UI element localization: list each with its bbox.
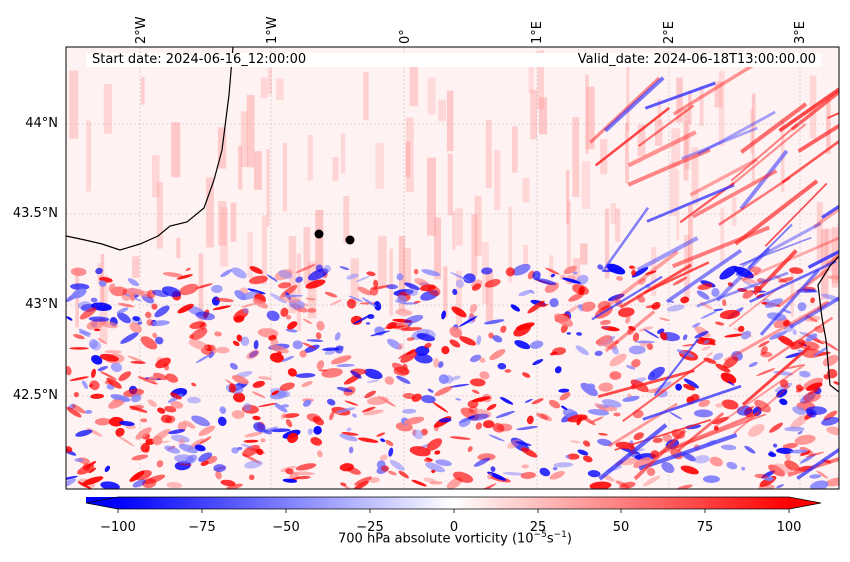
colorbar-tick-label: −50 xyxy=(272,520,300,535)
colorbar-title: 700 hPa absolute vorticity (10−5s−1) xyxy=(338,530,572,547)
lat-label-43n: 43°N xyxy=(25,297,58,312)
coastline-atlantic xyxy=(66,47,234,251)
colorbar-body xyxy=(118,497,789,509)
lon-label-0: 0° xyxy=(398,29,413,44)
colorbar-tick-label: 100 xyxy=(776,520,802,535)
colorbar-tick-label: 50 xyxy=(612,520,630,535)
colorbar-tick-label: −75 xyxy=(188,520,216,535)
lat-label-42-5n: 42.5°N xyxy=(12,388,58,403)
colorbar-tick-label: 75 xyxy=(696,520,714,535)
colorbar-tick-label: 0 xyxy=(449,520,459,535)
lon-label-1w: 1°W xyxy=(265,16,280,44)
colorbar-ticks xyxy=(117,509,790,513)
lat-label-43-5n: 43.5°N xyxy=(12,206,58,221)
valid-date-label: Valid_date: 2024-06-18T13:00:00.00 xyxy=(577,52,816,67)
marker-point-2 xyxy=(345,235,355,245)
map-background xyxy=(66,47,839,489)
colorbar-extend-max xyxy=(789,497,821,509)
coastline-mediterranean xyxy=(817,255,839,393)
lon-label-2e: 2°E xyxy=(662,21,677,44)
lat-label-44n: 44°N xyxy=(25,116,58,131)
lon-label-2w: 2°W xyxy=(134,16,149,44)
colorbar xyxy=(86,497,118,509)
colorbar-tick-label: −100 xyxy=(100,520,136,535)
map-frame xyxy=(65,46,840,490)
colorbar-tick-label: 25 xyxy=(529,520,547,535)
lon-label-3e: 3°E xyxy=(793,21,808,44)
lon-label-1e: 1°E xyxy=(530,21,545,44)
start-date-label: Start date: 2024-06-16_12:00:00 xyxy=(92,52,307,67)
gridlines xyxy=(66,47,839,489)
marker-point-1 xyxy=(314,229,324,239)
colorbar-tick-label: −25 xyxy=(356,520,384,535)
header-band xyxy=(86,53,821,67)
